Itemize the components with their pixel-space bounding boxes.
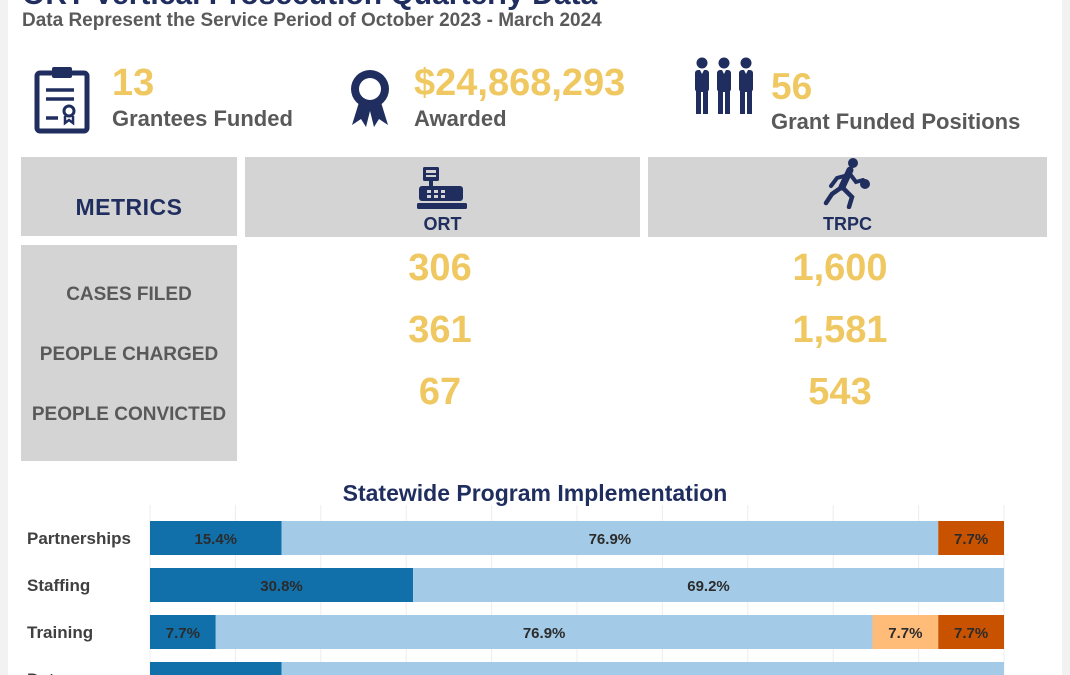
trpc-cases-filed-value: 1,600 (792, 247, 888, 289)
grantees-funded-value: 13 (112, 62, 155, 104)
awarded-label: Awarded (414, 106, 507, 131)
bar-data-label: 7.7% (166, 625, 200, 642)
ort-cases-filed-value: 306 (408, 247, 472, 289)
bar-data-label: 7.7% (954, 625, 988, 642)
bar-data-label: 7.7% (888, 625, 922, 642)
bar-segment (150, 662, 282, 675)
bar-data-label: 30.8% (260, 578, 303, 595)
trpc-column-header: TRPC (648, 157, 1047, 237)
grantees-funded-label: Grantees Funded (112, 106, 293, 131)
dashboard-page: ORT Vertical Prosecution Quarterly Data … (8, 0, 1062, 675)
cash-register-icon (417, 167, 467, 209)
bar-segment (215, 615, 873, 649)
chart-title: Statewide Program Implementation (342, 480, 728, 506)
running-thief-icon (823, 158, 870, 209)
bar-segment (413, 568, 1005, 602)
people-group-icon (695, 57, 753, 114)
bar-data-label: 76.9% (523, 625, 566, 642)
bar-segment (150, 568, 414, 602)
bar-segment (938, 615, 1004, 649)
bar-data-label: 76.9% (589, 531, 632, 548)
category-label: Partnerships (27, 529, 131, 548)
awarded-value: $24,868,293 (414, 62, 626, 104)
bar-segment (872, 615, 939, 649)
bar-segment (938, 521, 1004, 555)
row-label-people-charged: PEOPLE CHARGED (39, 344, 219, 365)
implementation-stacked-bar-chart: Partnerships 15.4% 76.9% 7.7% Staffing 30.8% 6… (27, 505, 1005, 675)
trpc-people-convicted-value: 543 (808, 371, 872, 413)
category-label: Staffing (27, 576, 90, 595)
ort-people-convicted-value: 67 (418, 371, 462, 413)
bar-data-label: 84.6% (621, 672, 664, 675)
bar-data-label: 15.4% (194, 672, 237, 675)
ort-column-label: ORT (423, 214, 462, 234)
row-label-cases-filed: CASES FILED (66, 284, 192, 305)
category-label: Data (27, 670, 64, 675)
ort-people-charged-value: 361 (408, 309, 472, 351)
bar-data-label: 15.4% (194, 531, 237, 548)
bar-segment (281, 662, 1004, 675)
ort-column-header: ORT (245, 157, 640, 237)
funded-positions-value: 56 (771, 66, 813, 107)
trpc-column-label: TRPC (823, 214, 872, 234)
bar-segment (150, 521, 282, 555)
bar-data-label: 69.2% (687, 578, 730, 595)
award-ribbon-icon (351, 70, 389, 127)
metrics-header-label: METRICS (75, 194, 183, 220)
metrics-header: METRICS (21, 157, 237, 236)
bar-data-label: 7.7% (954, 531, 988, 548)
page-subtitle: Data Represent the Service Period of Oct… (22, 10, 602, 31)
page-title: ORT Vertical Prosecution Quarterly Data (22, 0, 597, 12)
metrics-row-labels: CASES FILED PEOPLE CHARGED PEOPLE CONVIC… (21, 245, 237, 461)
bar-segment (150, 615, 216, 649)
funded-positions-label: Grant Funded Positions (771, 109, 1021, 134)
certificate-clipboard-icon (34, 67, 90, 134)
trpc-people-charged-value: 1,581 (792, 309, 888, 351)
category-label: Training (27, 623, 93, 642)
row-label-people-convicted: PEOPLE CONVICTED (31, 404, 227, 425)
bar-segment (281, 521, 939, 555)
